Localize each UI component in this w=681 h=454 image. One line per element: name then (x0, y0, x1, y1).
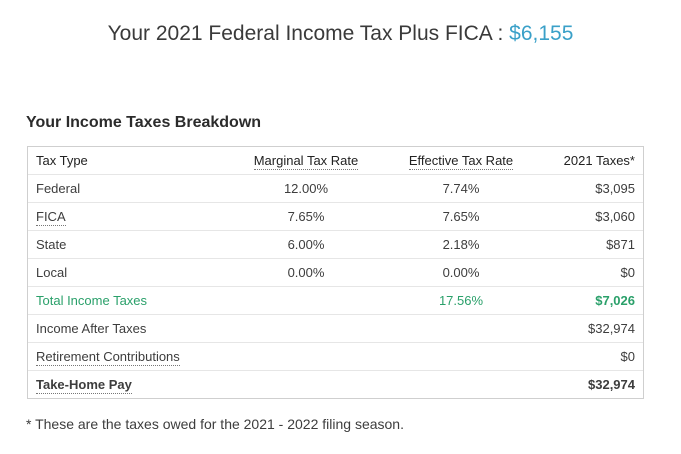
row-marginal: 7.65% (236, 202, 376, 231)
page-title: Your 2021 Federal Income Tax Plus FICA :… (0, 22, 681, 46)
row-marginal (236, 314, 376, 343)
table-row-total-income-taxes: Total Income Taxes 17.56% $7,026 (28, 286, 643, 315)
row-taxes: $0 (546, 342, 643, 371)
row-taxes: $0 (546, 258, 643, 287)
row-effective (376, 314, 546, 343)
table-row-fica: FICA 7.65% 7.65% $3,060 (28, 202, 643, 231)
marginal-tax-rate-tooltip-trigger[interactable]: Marginal Tax Rate (253, 153, 359, 170)
table-row-state: State 6.00% 2.18% $871 (28, 230, 643, 259)
row-taxes: $32,974 (546, 314, 643, 343)
table-row-retirement-contributions: Retirement Contributions $0 (28, 342, 643, 371)
row-label: Total Income Taxes (28, 286, 236, 315)
row-effective (376, 342, 546, 371)
row-label[interactable]: Retirement Contributions (28, 342, 236, 371)
table-row-income-after-taxes: Income After Taxes $32,974 (28, 314, 643, 343)
row-effective: 2.18% (376, 230, 546, 259)
header-tax-type: Tax Type (28, 147, 236, 175)
footnote: * These are the taxes owed for the 2021 … (26, 416, 404, 432)
row-taxes: $32,974 (588, 377, 635, 392)
headline-text: Your 2021 Federal Income Tax Plus FICA : (107, 22, 504, 45)
section-title: Your Income Taxes Breakdown (26, 114, 262, 131)
table-row-federal: Federal 12.00% 7.74% $3,095 (28, 174, 643, 203)
row-label: Federal (28, 174, 236, 203)
row-marginal: 0.00% (236, 258, 376, 287)
table-row-take-home-pay: Take-Home Pay $32,974 (28, 371, 643, 399)
header-effective-tax-rate[interactable]: Effective Tax Rate (376, 147, 546, 175)
fica-tooltip-trigger[interactable]: FICA (36, 209, 66, 226)
row-marginal (236, 286, 376, 315)
table-header-row: Tax Type Marginal Tax Rate Effective Tax… (28, 147, 643, 175)
row-taxes: $871 (546, 230, 643, 259)
take-home-pay-tooltip-trigger[interactable]: Take-Home Pay (36, 377, 132, 394)
row-marginal (236, 371, 376, 399)
row-taxes: $3,095 (546, 174, 643, 203)
row-label: State (28, 230, 236, 259)
row-marginal: 12.00% (236, 174, 376, 203)
row-effective: 7.65% (376, 202, 546, 231)
row-label: Local (28, 258, 236, 287)
row-taxes: $3,060 (546, 202, 643, 231)
header-2021-taxes: 2021 Taxes* (546, 147, 643, 175)
row-effective (376, 371, 546, 399)
row-label[interactable]: FICA (28, 202, 236, 231)
tax-breakdown-table: Tax Type Marginal Tax Rate Effective Tax… (27, 146, 644, 399)
retirement-contributions-tooltip-trigger[interactable]: Retirement Contributions (36, 349, 180, 366)
effective-tax-rate-tooltip-trigger[interactable]: Effective Tax Rate (408, 153, 514, 170)
row-effective: 17.56% (376, 286, 546, 315)
row-taxes: $7,026 (546, 286, 643, 315)
row-label: Income After Taxes (28, 314, 236, 343)
row-marginal (236, 342, 376, 371)
row-label[interactable]: Take-Home Pay (28, 371, 236, 399)
table-row-local: Local 0.00% 0.00% $0 (28, 258, 643, 287)
headline-amount: $6,155 (509, 22, 574, 45)
header-marginal-tax-rate[interactable]: Marginal Tax Rate (236, 147, 376, 175)
row-marginal: 6.00% (236, 230, 376, 259)
row-effective: 7.74% (376, 174, 546, 203)
row-effective: 0.00% (376, 258, 546, 287)
